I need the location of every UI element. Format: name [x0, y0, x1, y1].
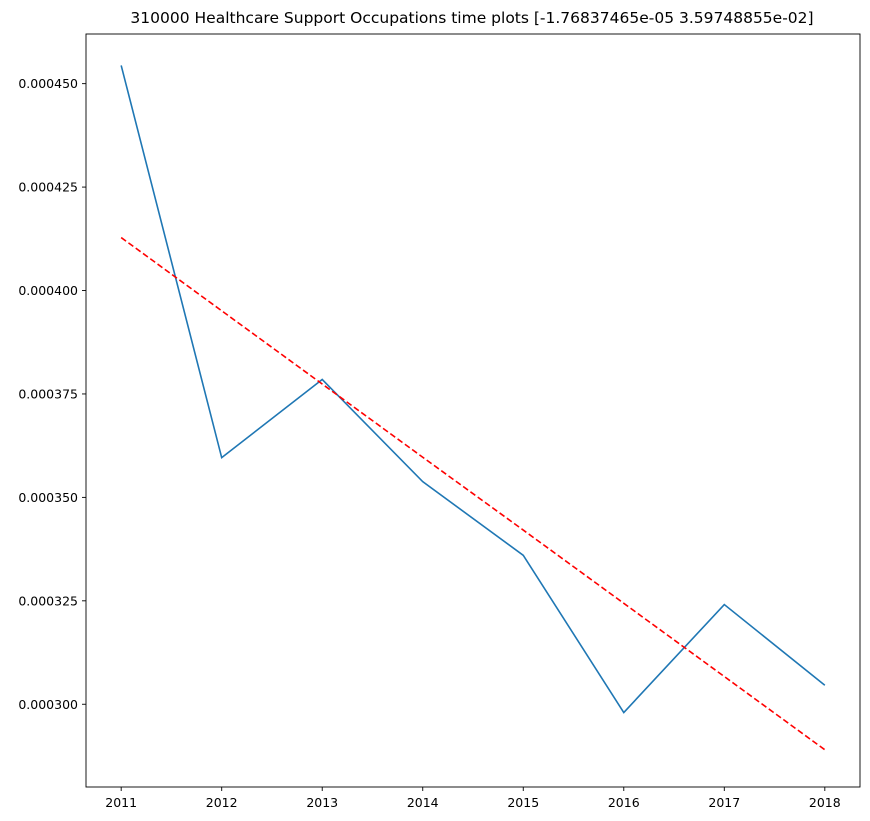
y-tick-label: 0.000300: [18, 697, 78, 712]
chart-title: 310000 Healthcare Support Occupations ti…: [130, 9, 813, 27]
plot-frame: [85, 33, 861, 788]
x-tick-label: 2014: [407, 795, 439, 810]
series-line: [120, 65, 826, 714]
x-tick-label: 2011: [105, 795, 137, 810]
trend-line: [120, 236, 826, 751]
x-tick-label: 2016: [608, 795, 640, 810]
x-tick-label: 2012: [206, 795, 238, 810]
x-tick-label: 2015: [507, 795, 539, 810]
plot-area: 2011 2012 2013 2014 2015 2016 2017 2018 0.000300…: [18, 33, 861, 810]
x-tick-label: 2017: [708, 795, 740, 810]
y-tick-label: 0.000375: [18, 386, 78, 401]
y-tick-label: 0.000400: [18, 283, 78, 298]
x-tick-label: 2018: [809, 795, 841, 810]
x-tick-label: 2013: [306, 795, 338, 810]
y-tick-label: 0.000325: [18, 593, 78, 608]
y-tick-label: 0.000350: [18, 490, 78, 505]
y-tick-label: 0.000450: [18, 76, 78, 91]
y-tick-label: 0.000425: [18, 180, 78, 195]
